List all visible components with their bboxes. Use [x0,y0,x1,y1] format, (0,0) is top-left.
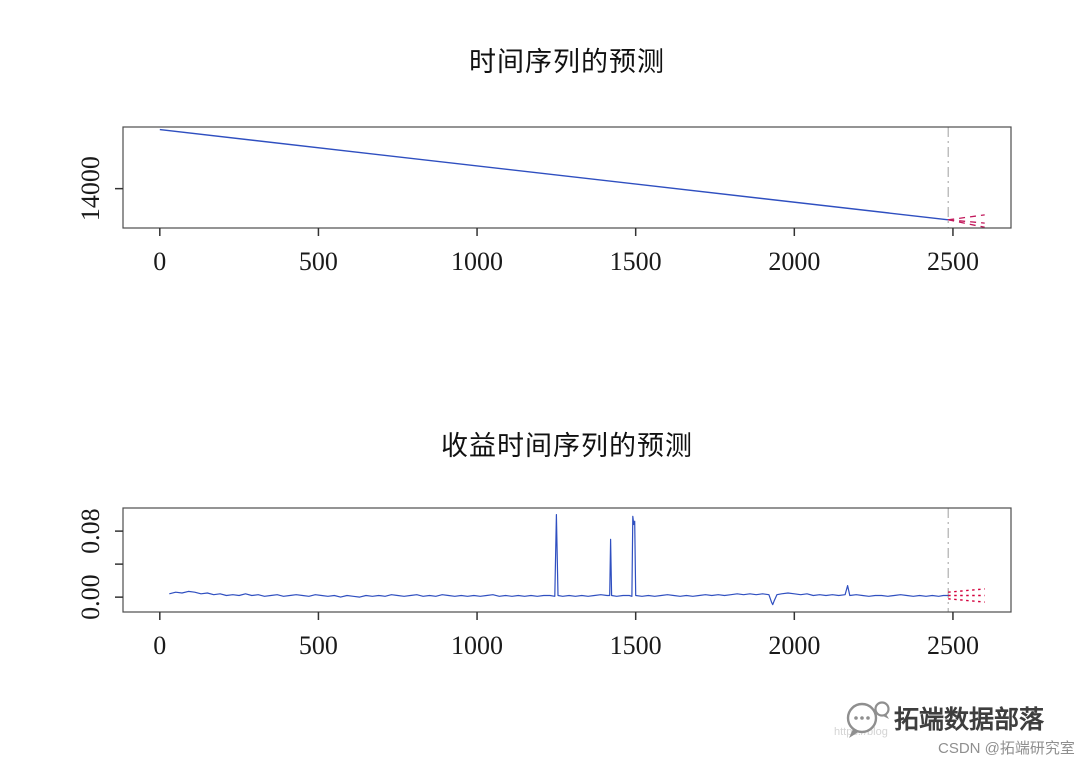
chart1-title: 时间序列的预测 [469,47,665,77]
series-historical [159,128,949,221]
x-tick-label: 1000 [451,247,503,276]
time-series-forecast-chart: 0 500 1000 1500 2000 2500 14000 [76,126,1012,276]
x-tick-label: 1000 [451,631,503,660]
returns-forecast-chart: 0 500 1000 1500 2000 2500 0.00 0.08 [76,507,1012,660]
x-tick-label: 2000 [768,631,820,660]
x-tick-label: 500 [299,631,338,660]
csdn-credit: CSDN @拓端研究室 [938,740,1075,757]
x-tick-label: 0 [153,631,166,660]
x-tick-label: 2500 [927,247,979,276]
series-returns [169,513,949,606]
y-tick-label: 0.00 [76,574,105,619]
x-tick-label: 0 [153,247,166,276]
series-forecast-lower [948,219,985,228]
plot-box [122,507,1012,613]
x-tick-label: 1500 [610,631,662,660]
plot-box [122,126,1012,229]
series-forecast-upper [948,214,985,221]
x-tick-label: 2000 [768,247,820,276]
chart2-title: 收益时间序列的预测 [441,431,693,461]
brand-watermark: 拓端数据部落 [894,706,1045,734]
series-forecast-upper [948,588,985,593]
chat-bubbles-icon [846,701,890,738]
x-tick-label: 1500 [610,247,662,276]
x-tick-label: 2500 [927,631,979,660]
x-tick-label: 500 [299,247,338,276]
y-tick-label: 0.08 [76,508,105,553]
series-forecast-lower [948,598,985,603]
y-tick-label: 14000 [76,156,105,221]
